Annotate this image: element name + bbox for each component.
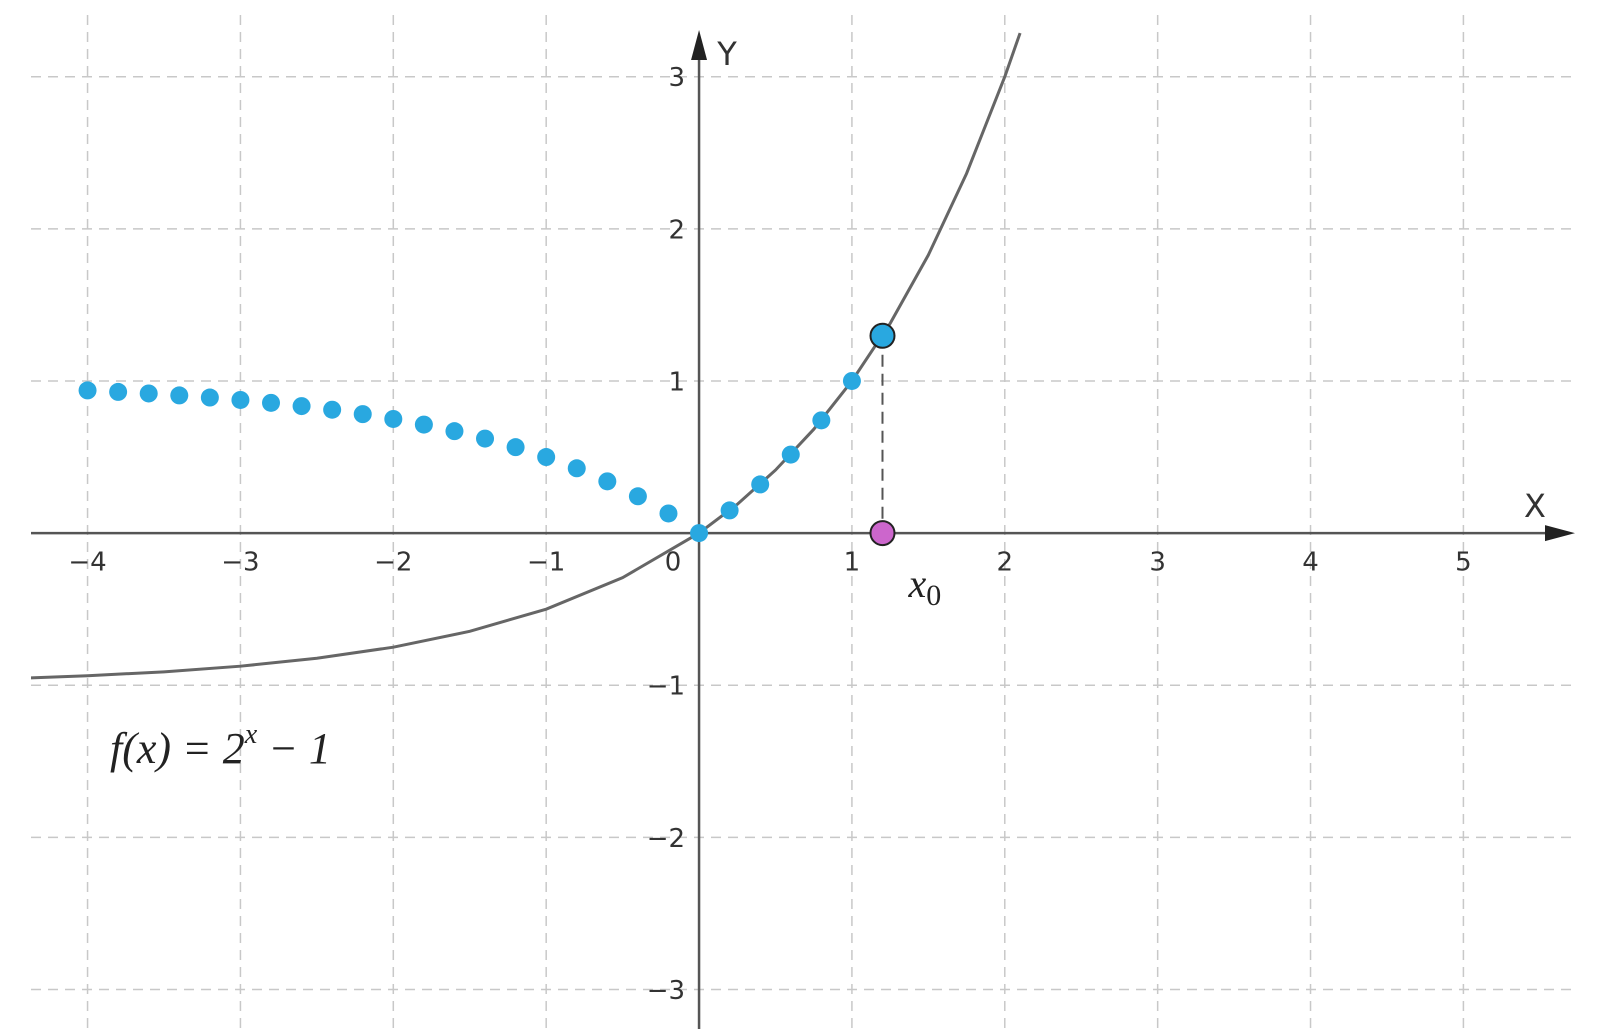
grid <box>31 15 1575 1029</box>
sample-dot <box>720 501 739 520</box>
sample-dot <box>139 384 158 403</box>
sample-dot <box>751 475 770 494</box>
marks: x0 <box>31 32 1022 680</box>
formula-base: f(x) = 2 <box>110 724 245 773</box>
x-tick-label: −2 <box>374 548 412 578</box>
sample-dot <box>170 386 189 405</box>
x-tick-label: 2 <box>997 548 1014 578</box>
x-tick-label: 3 <box>1149 548 1166 578</box>
y-tick-label: 3 <box>669 63 686 93</box>
sample-dot <box>353 405 372 424</box>
sample-dot <box>567 459 586 478</box>
x-tick-label: 4 <box>1302 548 1319 578</box>
formula-rest: − 1 <box>257 724 331 773</box>
point-label-subscript: 0 <box>926 579 941 612</box>
sample-dot <box>200 388 219 407</box>
y-tick-label: −1 <box>647 672 685 702</box>
sample-dot <box>812 411 831 430</box>
sample-dot <box>476 429 495 448</box>
sample-dot <box>445 422 464 441</box>
point-label: x0 <box>907 561 941 612</box>
x-tick-label: −1 <box>527 548 565 578</box>
sample-dot <box>537 448 556 467</box>
x-tick-label: 5 <box>1455 548 1472 578</box>
x-axis-label: X <box>1524 487 1546 525</box>
highlight-point <box>869 322 896 349</box>
sample-dot <box>414 415 433 434</box>
x-tick-label: 1 <box>844 548 861 578</box>
sample-dot <box>690 524 709 543</box>
x-axis-arrow <box>1545 525 1575 542</box>
axes: −4 −3 −2 −1 0 1 2 3 4 5 −3 −2 −1 1 2 3 <box>31 30 1575 1029</box>
sample-dot <box>109 382 128 401</box>
x-tick-label: 0 <box>665 548 682 578</box>
x-tick-label: −4 <box>68 548 106 578</box>
sample-dot <box>323 400 342 419</box>
sample-dot <box>781 445 800 464</box>
point-label-base: x <box>907 561 926 606</box>
sample-dot <box>384 409 403 428</box>
y-axis-arrow <box>691 30 708 60</box>
y-tick-label: −3 <box>647 976 685 1006</box>
sample-dot <box>262 393 281 412</box>
sample-dot <box>598 472 617 491</box>
sample-dot <box>659 504 678 523</box>
y-tick-label: 1 <box>669 367 686 397</box>
sample-dot <box>292 397 311 416</box>
x-tick-label: −3 <box>221 548 259 578</box>
sample-dot <box>78 381 97 400</box>
formula: f(x) = 2x − 1 <box>110 719 331 773</box>
sample-dot <box>506 438 525 457</box>
sample-dot <box>231 390 250 409</box>
sample-dot <box>842 371 861 390</box>
sample-dot <box>628 487 647 506</box>
foot-point <box>869 520 896 547</box>
y-tick-label: 2 <box>669 215 686 245</box>
formula-superscript: x <box>244 719 258 750</box>
y-axis-label: Y <box>716 35 737 73</box>
y-tick-label: −2 <box>647 824 685 854</box>
